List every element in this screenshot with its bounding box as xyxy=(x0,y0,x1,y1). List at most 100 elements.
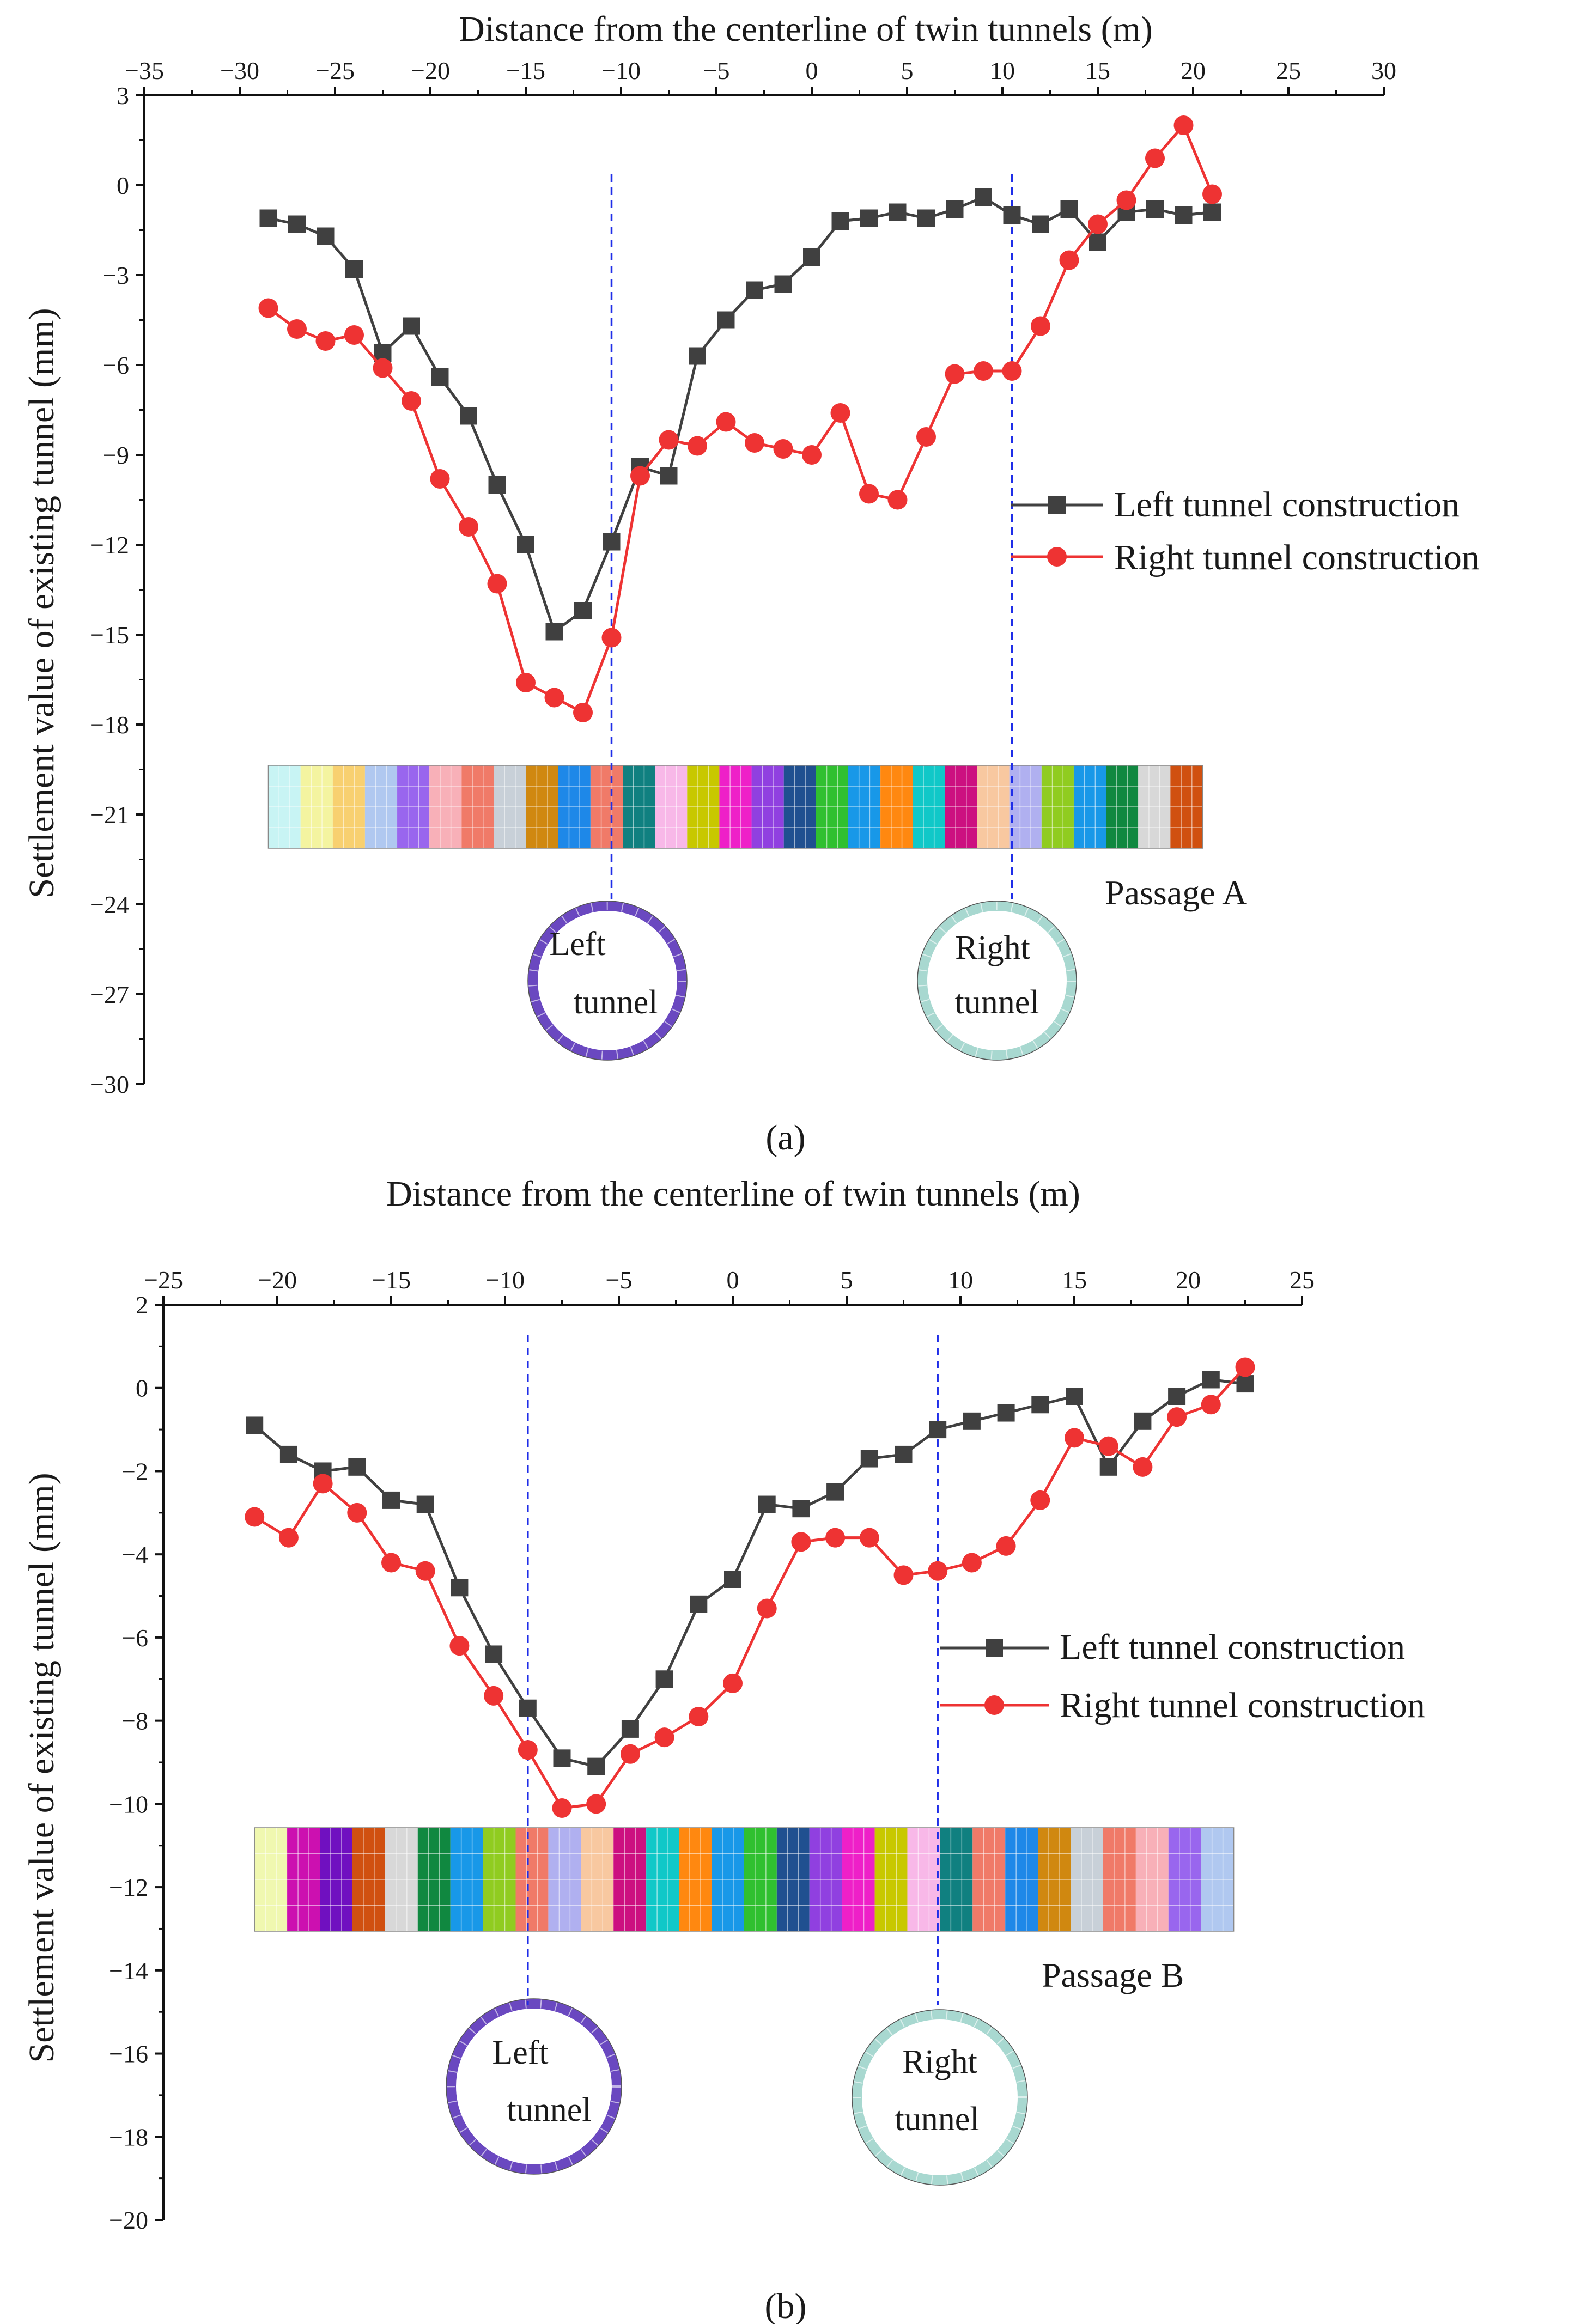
panel-a-x-tick-label: −5 xyxy=(703,57,730,84)
panel-a-tunnel-segments xyxy=(918,902,1076,1060)
panel-a-legend: Left tunnel construction Right tunnel co… xyxy=(1011,485,1480,577)
panel-b-x-tick-label: 10 xyxy=(948,1266,973,1294)
panel-a-chart: −35 −30 −25 −20 −15 −10 −5 0 5 10 15 20 25 3030−3−6−9… xyxy=(22,9,1480,1158)
panel-a-left-series-point xyxy=(345,260,363,278)
panel-b-right-series-point xyxy=(586,1794,606,1814)
panel-b-x-tick-label: 25 xyxy=(1290,1266,1315,1294)
panel-a-right-series-point xyxy=(430,469,450,489)
panel-b-left-series-point xyxy=(1066,1388,1083,1405)
panel-a-right-series-point xyxy=(716,412,736,432)
panel-a-series-right-line xyxy=(267,124,1214,714)
panel-a-reference-lines xyxy=(610,174,1013,899)
panel-b-y-tick-label: −8 xyxy=(121,1707,148,1735)
panel-a-legend-right-label: Right tunnel construction xyxy=(1114,538,1480,577)
panel-b-legend-right-label: Right tunnel construction xyxy=(1060,1686,1425,1725)
panel-b-right-series-point xyxy=(278,1528,299,1548)
panel-b-left-tunnel-ring xyxy=(446,1999,622,2174)
panel-b-right-series-point xyxy=(313,1474,333,1494)
panel-b-left-series-point xyxy=(348,1458,366,1476)
panel-b-left-series-point xyxy=(724,1571,741,1588)
panel-a-series-left-line xyxy=(267,196,1213,633)
panel-b-tunnel-segments xyxy=(447,1999,621,2174)
panel-b-right-series-point xyxy=(620,1744,640,1764)
panel-b-left-series-point xyxy=(1031,1396,1049,1414)
panel-b-left-series-point xyxy=(860,1450,878,1468)
panel-a-right-series-point xyxy=(315,331,336,351)
panel-b-y-tick-label: −4 xyxy=(121,1541,148,1568)
panel-b-x-tick-label: −25 xyxy=(144,1266,183,1294)
panel-a-x-tick-label: 10 xyxy=(990,57,1015,84)
panel-b-legend-left-label: Left tunnel construction xyxy=(1060,1627,1405,1667)
panel-a-right-series-point xyxy=(1173,115,1194,135)
panel-a-tunnels xyxy=(527,901,1077,1061)
panel-a-left-series-point xyxy=(259,209,277,227)
panel-b-legend: Left tunnel construction Right tunnel co… xyxy=(940,1627,1425,1725)
panel-b-left-tunnel-label-line2: tunnel xyxy=(507,2091,592,2128)
panel-b-right-series-point xyxy=(1098,1436,1118,1456)
panel-b-right-series-point xyxy=(381,1553,401,1573)
panel-b-tunnel-outline xyxy=(852,2009,1028,2186)
panel-a-series xyxy=(258,115,1222,722)
panel-b-left-series-point xyxy=(279,1445,297,1463)
panel-a-left-series-point xyxy=(1203,203,1221,221)
panel-b-left-series-point xyxy=(963,1412,981,1430)
panel-b-right-series-point xyxy=(484,1686,504,1706)
panel-b-x-axis-title: Distance from the centerline of twin tun… xyxy=(386,1174,1080,1214)
panel-a-x-tick-label: 5 xyxy=(901,57,914,84)
panel-a-passage-blocks xyxy=(267,765,1203,849)
panel-b-right-series-point xyxy=(791,1532,811,1552)
panel-a-left-series-point xyxy=(288,215,306,233)
panel-b-left-series-point xyxy=(997,1404,1015,1422)
panel-a-right-series-point xyxy=(859,484,879,504)
panel-a-right-series-point xyxy=(630,466,650,486)
panel-b-left-series-point xyxy=(929,1421,947,1439)
panel-a-left-series-point xyxy=(689,347,706,365)
panel-a-right-series-point xyxy=(916,427,936,447)
panel-a-right-series-point xyxy=(459,517,478,537)
panel-b-right-series-point xyxy=(449,1636,470,1656)
panel-a-left-series-point xyxy=(317,227,335,245)
panel-b-caption: (b) xyxy=(765,2286,807,2324)
panel-a-right-series-point xyxy=(945,364,965,384)
panel-a-right-series-point xyxy=(258,298,278,318)
panel-a-left-series-point xyxy=(1003,206,1021,224)
panel-b-y-tick-label: 2 xyxy=(136,1291,148,1319)
panel-a-right-series-point xyxy=(287,319,307,339)
panel-a-left-series-point xyxy=(774,275,792,293)
panel-b-left-series-point xyxy=(451,1579,469,1597)
panel-b-chart: −25 −20 −15 −10 −5 0 5 10 15 20 2520−2−4−6−8−10−12… xyxy=(22,1174,1425,2324)
panel-a-y-tick-label: −6 xyxy=(102,351,129,379)
panel-b-y-tick-label: 0 xyxy=(136,1374,148,1402)
panel-b-passage-outline xyxy=(254,1827,1235,1932)
panel-a-y-tick-label: −21 xyxy=(90,801,129,829)
panel-b-right-series-point xyxy=(1065,1428,1084,1448)
panel-b-left-series-point xyxy=(792,1500,810,1518)
panel-b-left-series-point xyxy=(895,1445,913,1463)
panel-b-right-series-point xyxy=(1235,1357,1255,1377)
panel-b-right-series-point xyxy=(1167,1407,1187,1427)
panel-a-right-series-point xyxy=(830,403,850,423)
panel-a-right-tunnel-label-line1: Right xyxy=(955,929,1030,966)
panel-a-right-series-point xyxy=(659,430,679,450)
panel-b-left-series-point xyxy=(485,1645,503,1663)
panel-a-right-series-point xyxy=(601,628,622,648)
panel-a-right-series-point xyxy=(402,391,421,411)
panel-a-y-tick-label: 3 xyxy=(117,82,129,109)
panel-a-left-series-point xyxy=(603,533,621,551)
panel-a-left-series-point xyxy=(517,536,534,553)
panel-a-left-series-point xyxy=(946,200,964,218)
panel-a-right-series-point xyxy=(1059,250,1079,270)
panel-a-y-tick-label: −12 xyxy=(90,531,129,559)
panel-b-right-tunnel-ring xyxy=(852,2010,1027,2185)
panel-b-left-series-point xyxy=(690,1595,708,1613)
panel-a-left-series-point xyxy=(746,281,763,299)
panel-a-right-series-point xyxy=(802,445,822,465)
panel-b-y-tick-label: −2 xyxy=(121,1457,148,1485)
panel-b-right-series-point xyxy=(825,1528,846,1548)
panel-a-x-axis-title: Distance from the centerline of twin tun… xyxy=(459,9,1153,49)
panel-a-caption: (a) xyxy=(765,1118,805,1158)
panel-b-left-series-point xyxy=(1236,1375,1254,1393)
panel-b-x-tick-label: −15 xyxy=(372,1266,411,1294)
panel-b-x-tick-label: −10 xyxy=(485,1266,525,1294)
panel-b-left-series-point xyxy=(826,1483,844,1501)
